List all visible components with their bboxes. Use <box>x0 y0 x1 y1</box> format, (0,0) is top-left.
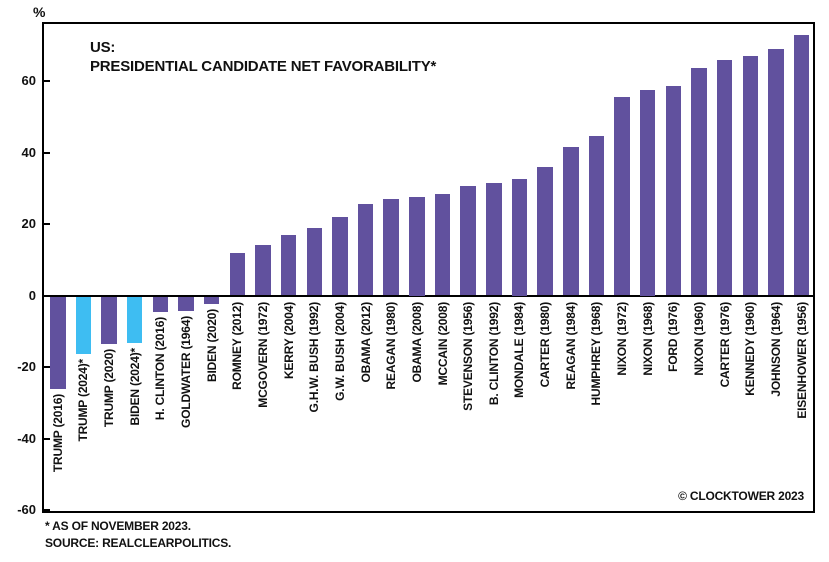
bar <box>665 86 682 296</box>
x-category-label: NIXON (1960) <box>692 301 706 376</box>
zero-axis-line <box>44 294 813 297</box>
bar <box>126 296 143 343</box>
y-tick-label: 40 <box>21 144 36 160</box>
x-category-label: FORD (1976) <box>666 301 681 372</box>
x-category-label: CARTER (1976) <box>717 301 732 387</box>
x-category-label: ROMNEY (2012) <box>230 301 245 390</box>
y-tick-label: 20 <box>21 216 36 231</box>
x-category-label: MCCAIN (2008) <box>435 301 450 385</box>
bar <box>793 34 810 296</box>
bar <box>768 48 784 296</box>
x-category-label: STEVENSON (1956) <box>461 301 476 411</box>
bar <box>460 186 476 296</box>
x-category-label: G.W. BUSH (2004) <box>332 301 347 401</box>
bar <box>152 296 169 312</box>
bar <box>203 296 220 304</box>
x-category-label: TRUMP (2024)* <box>76 358 91 442</box>
bar <box>588 136 605 296</box>
bar <box>511 179 528 296</box>
y-tick-mark <box>44 223 50 225</box>
x-category-label: HUMPHREY (1968) <box>589 301 604 405</box>
x-category-label: OBAMA (2008) <box>409 301 424 383</box>
bar <box>639 89 656 296</box>
y-tick-label: -20 <box>17 359 36 374</box>
bar <box>434 193 451 296</box>
bar <box>537 166 553 296</box>
y-tick-mark <box>44 294 50 297</box>
y-tick-mark <box>44 151 50 154</box>
bar <box>229 252 246 296</box>
y-tick-label: 60 <box>21 73 36 88</box>
chart-plot-area: US: PRESIDENTIAL CANDIDATE NET FAVORABIL… <box>42 22 815 513</box>
bar <box>306 227 322 296</box>
y-tick-mark <box>44 80 50 82</box>
chart-title-line2: PRESIDENTIAL CANDIDATE NET FAVORABILITY* <box>90 58 437 75</box>
x-category-label: TRUMP (2020) <box>102 349 117 428</box>
footnote-asterisk: * AS OF NOVEMBER 2023. <box>45 519 191 533</box>
bar <box>75 296 92 354</box>
x-category-label: BIDEN (2020) <box>204 308 219 382</box>
x-category-label: OBAMA (2012) <box>358 301 373 383</box>
bar <box>178 296 194 311</box>
bar <box>101 296 117 345</box>
bar <box>486 182 502 296</box>
x-category-label: MONDALE (1984) <box>512 301 527 398</box>
x-category-label: H. CLINTON (2016) <box>153 316 168 420</box>
y-tick-mark <box>44 437 50 440</box>
footnote-source: SOURCE: REALCLEARPOLITICS. <box>45 536 232 550</box>
bar <box>255 245 271 296</box>
bar <box>742 55 759 296</box>
x-category-label: CARTER (1980) <box>538 301 553 387</box>
x-category-label: JOHNSON (1964) <box>768 301 783 397</box>
bar <box>614 97 630 296</box>
x-category-label: REAGAN (1980) <box>384 301 399 389</box>
x-category-label: TRUMP (2016) <box>50 394 65 473</box>
bar <box>691 68 707 296</box>
copyright-label: © CLOCKTOWER 2023 <box>678 489 804 503</box>
x-category-label: NIXON (1972) <box>615 301 630 376</box>
x-category-label: EISENHOWER (1956) <box>794 301 809 419</box>
y-tick-label: -40 <box>17 430 36 446</box>
bar <box>563 147 579 296</box>
x-category-label: BIDEN (2024)* <box>127 347 142 426</box>
x-category-label: G.H.W. BUSH (1992) <box>307 301 322 412</box>
bar <box>280 234 297 296</box>
bar <box>383 198 399 296</box>
chart-title-line1: US: <box>90 39 116 56</box>
x-category-label: REAGAN (1984) <box>563 301 578 389</box>
x-category-label: B. CLINTON (1992) <box>486 301 501 405</box>
y-tick-label: -60 <box>17 502 36 517</box>
bar <box>716 59 733 296</box>
x-category-label: MCGOVERN (1972) <box>255 301 270 408</box>
y-tick-mark <box>44 509 50 511</box>
bar <box>50 296 66 390</box>
chart-title: US: PRESIDENTIAL CANDIDATE NET FAVORABIL… <box>90 38 436 76</box>
bar <box>409 197 425 296</box>
x-category-label: KERRY (2004) <box>281 301 296 379</box>
x-category-label: NIXON (1968) <box>640 301 655 376</box>
y-tick-label: 0 <box>28 287 36 303</box>
bar <box>332 216 348 296</box>
bar <box>357 204 374 296</box>
y-axis-unit-label: % <box>33 4 46 20</box>
y-tick-mark <box>44 366 50 368</box>
x-category-label: GOLDWATER (1964) <box>179 315 193 428</box>
x-category-label: KENNEDY (1960) <box>743 301 758 396</box>
